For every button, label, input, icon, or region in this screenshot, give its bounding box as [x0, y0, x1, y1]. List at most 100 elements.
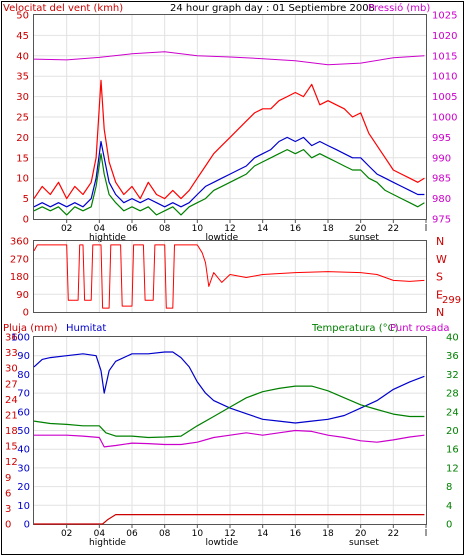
temperature-tick-label: 36 — [446, 351, 459, 362]
humidity-tick-label: 40 — [17, 445, 30, 456]
dewpoint-axis-label: Punt rosada — [390, 323, 449, 334]
x-tick-label: 16 — [290, 224, 302, 234]
rain-humidity-temperature-panel: 0369121518212427303336010203040506070809… — [5, 333, 459, 549]
rain-tick-label: 12 — [5, 457, 18, 468]
rain-tick-label: 15 — [5, 442, 18, 453]
x-tick-label: 12 — [224, 224, 235, 234]
event-label-hightide: hightide — [89, 538, 126, 548]
humidity-tick-label: 90 — [17, 351, 30, 362]
temperature-tick-label: 12 — [446, 463, 459, 474]
temperature-tick-label: 24 — [446, 407, 459, 418]
series-gust — [33, 79, 425, 200]
pressure-tick-label: 1025 — [432, 11, 457, 22]
event-label-hightide: hightide — [89, 233, 126, 243]
pressure-tick-label: 1010 — [432, 72, 457, 83]
temperature-tick-label: 8 — [446, 482, 452, 493]
x-tick-label: 14 — [257, 224, 269, 234]
rain-tick-label: 21 — [5, 410, 18, 421]
rain-tick-label: 6 — [5, 488, 11, 499]
wind-tick-label: 0 — [23, 215, 29, 226]
pressure-axis-label: Pressió (mb) — [368, 2, 430, 14]
x-tick-label: 10 — [192, 224, 204, 234]
pressure-tick-label: 995 — [432, 133, 451, 144]
x-tick-label: l — [425, 224, 428, 234]
humidity-tick-label: 100 — [11, 333, 30, 344]
event-label-sunset: sunset — [349, 233, 379, 243]
rain-tick-label: 30 — [5, 364, 18, 375]
x-tick-label: 14 — [257, 529, 269, 539]
humidity-tick-label: 30 — [17, 463, 30, 474]
pressure-tick-label: 1005 — [432, 92, 457, 103]
temperature-tick-label: 16 — [446, 445, 459, 456]
x-tick-label: 18 — [322, 529, 334, 539]
temperature-tick-label: 0 — [446, 520, 452, 531]
series-humidity — [33, 351, 425, 424]
wind-axis-label: Velocitat del vent (kmh) — [3, 3, 123, 14]
direction-tick-label: 270 — [10, 254, 29, 265]
temperature-tick-label: 28 — [446, 389, 459, 400]
wind-tick-label: 15 — [16, 153, 29, 164]
x-tick-label: 18 — [322, 224, 334, 234]
event-label-sunset: sunset — [349, 538, 379, 548]
x-tick-label: 22 — [388, 529, 399, 539]
pressure-tick-label: 1000 — [432, 113, 457, 124]
humidity-tick-label: 10 — [17, 501, 30, 512]
humidity-tick-label: 50 — [17, 426, 30, 437]
humidity-tick-label: 70 — [17, 389, 30, 400]
event-label-lowtide: lowtide — [206, 538, 239, 548]
x-tick-label: l — [425, 529, 428, 539]
x-tick-label: 20 — [355, 529, 367, 539]
rain-tick-label: 3 — [5, 504, 11, 515]
x-tick-label: 16 — [290, 529, 302, 539]
rain-tick-label: 9 — [5, 473, 11, 484]
x-tick-label: 02 — [61, 529, 72, 539]
series-rain — [34, 513, 425, 525]
humidity-tick-label: 80 — [17, 370, 30, 381]
series-direction — [33, 244, 425, 309]
humidity-axis-label: Humitat — [66, 323, 106, 334]
rain-tick-label: 24 — [5, 395, 18, 406]
x-tick-label: 20 — [355, 224, 367, 234]
compass-label: W — [436, 253, 447, 266]
series-pressure — [33, 51, 425, 66]
rain-tick-label: 0 — [5, 520, 11, 531]
wind-tick-label: 50 — [16, 11, 29, 22]
x-tick-label: 04 — [94, 224, 106, 234]
humidity-tick-label: 20 — [17, 482, 30, 493]
pressure-tick-label: 975 — [432, 215, 451, 226]
wind-tick-label: 45 — [16, 31, 29, 42]
x-tick-label: 08 — [159, 529, 171, 539]
chart-title: 24 hour graph day : 01 Septiembre 2008 — [170, 3, 375, 14]
x-tick-label: 10 — [192, 529, 204, 539]
direction-tick-label: 0 — [23, 308, 29, 319]
rain-tick-label: 18 — [5, 426, 18, 437]
temperature-axis-label: Temperatura (°C) — [311, 323, 399, 334]
wind-tick-label: 30 — [16, 92, 29, 103]
temperature-tick-label: 20 — [446, 426, 459, 437]
pressure-tick-label: 980 — [432, 194, 451, 205]
direction-tick-label: 180 — [10, 272, 29, 283]
wind-tick-label: 20 — [16, 133, 29, 144]
direction-tick-label: 360 — [10, 237, 29, 248]
wind-tick-label: 35 — [16, 72, 29, 83]
x-tick-label: 02 — [61, 224, 72, 234]
humidity-tick-label: 0 — [24, 520, 30, 531]
pressure-tick-label: 1020 — [432, 31, 457, 42]
direction-plot-frame — [33, 240, 427, 313]
x-tick-label: 06 — [126, 224, 138, 234]
x-tick-label: 12 — [224, 529, 235, 539]
series-average — [33, 136, 425, 208]
compass-label: E — [436, 288, 443, 301]
rain-axis-label: Pluja (mm) — [3, 323, 58, 334]
compass-label: N — [436, 306, 444, 319]
series-temperature — [33, 385, 425, 439]
temperature-tick-label: 32 — [446, 370, 459, 381]
rain-tick-label: 27 — [5, 379, 18, 390]
series-dew-point — [34, 429, 425, 448]
rain-tick-label: 33 — [5, 348, 18, 359]
